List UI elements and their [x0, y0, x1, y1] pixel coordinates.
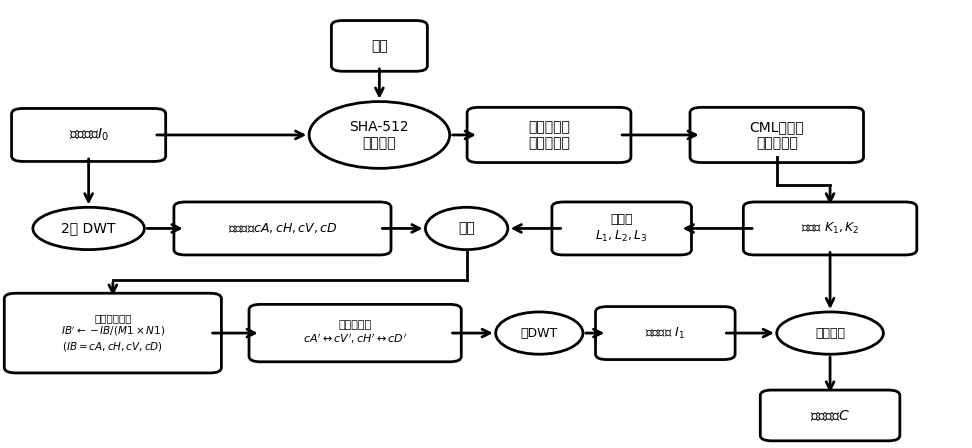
- FancyBboxPatch shape: [468, 108, 631, 163]
- Text: 四个子带$cA,cH,cV,cD$: 四个子带$cA,cH,cV,cD$: [227, 221, 337, 236]
- FancyBboxPatch shape: [596, 306, 735, 360]
- Ellipse shape: [33, 207, 145, 250]
- FancyBboxPatch shape: [331, 21, 428, 71]
- FancyBboxPatch shape: [174, 202, 391, 255]
- Text: 改变子带值：
$IB'\leftarrow-IB/(M1\times N1)$
$(IB=cA,cH,cV,cD)$: 改变子带值： $IB'\leftarrow-IB/(M1\times N1)$ …: [60, 313, 165, 353]
- Ellipse shape: [496, 312, 583, 354]
- FancyBboxPatch shape: [552, 202, 691, 255]
- FancyBboxPatch shape: [12, 108, 165, 161]
- Text: 密钥流 $K_1,K_2$: 密钥流 $K_1,K_2$: [801, 221, 859, 236]
- Text: 2维 DWT: 2维 DWT: [61, 221, 116, 236]
- Ellipse shape: [309, 102, 450, 168]
- Text: 加密图像 $I_1$: 加密图像 $I_1$: [645, 326, 685, 340]
- Text: 置乱: 置乱: [458, 221, 475, 236]
- FancyBboxPatch shape: [249, 304, 462, 362]
- Text: 分块扩散: 分块扩散: [816, 327, 845, 340]
- Text: 更新初始值
和系统参数: 更新初始值 和系统参数: [528, 120, 570, 150]
- Text: 明文图像$I_0$: 明文图像$I_0$: [69, 127, 109, 143]
- Text: SHA-512
哈希函数: SHA-512 哈希函数: [350, 120, 409, 150]
- Text: CML系统产
生混沌序列: CML系统产 生混沌序列: [749, 120, 804, 150]
- Text: 密文图像$C$: 密文图像$C$: [811, 408, 850, 423]
- Text: 交换内容：
$cA'\leftrightarrow cV',cH'\leftrightarrow cD'$: 交换内容： $cA'\leftrightarrow cV',cH'\leftri…: [303, 320, 407, 346]
- FancyBboxPatch shape: [744, 202, 917, 255]
- Ellipse shape: [426, 207, 507, 250]
- Ellipse shape: [777, 312, 884, 354]
- Text: 密钥: 密钥: [371, 39, 388, 53]
- Text: 密钥流
$L_1,L_2,L_3$: 密钥流 $L_1,L_2,L_3$: [596, 213, 648, 244]
- FancyBboxPatch shape: [690, 108, 863, 163]
- FancyBboxPatch shape: [4, 293, 222, 373]
- FancyBboxPatch shape: [760, 390, 900, 441]
- Text: 逆DWT: 逆DWT: [521, 327, 558, 340]
